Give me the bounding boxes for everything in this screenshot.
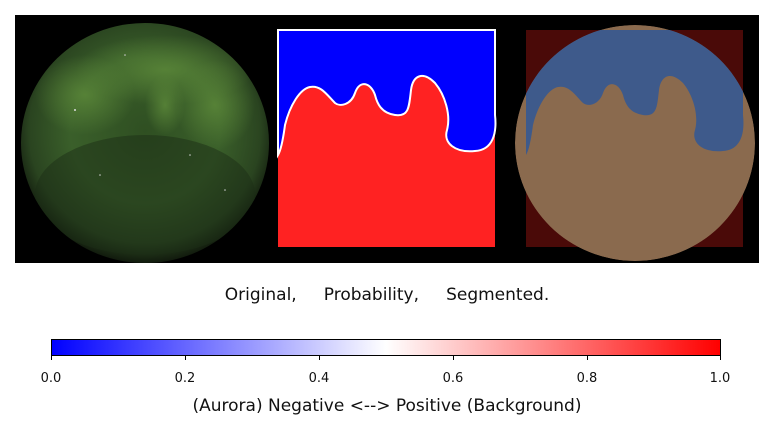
figure-caption: Original, Probability, Segmented. xyxy=(0,285,774,305)
tick-mark xyxy=(720,356,721,360)
colorbar xyxy=(51,339,721,356)
tick-mark xyxy=(587,356,588,360)
probability-panel xyxy=(277,29,497,247)
tick-mark xyxy=(319,356,320,360)
caption-probability: Probability, xyxy=(323,285,420,305)
tick-label: 1.0 xyxy=(709,371,731,386)
image-strip-svg xyxy=(21,23,755,263)
colorbar-label: (Aurora) Negative <--> Positive (Backgro… xyxy=(192,396,582,416)
segmented-panel xyxy=(515,25,755,261)
caption-segmented: Segmented. xyxy=(446,285,550,305)
aurora-region xyxy=(277,29,497,159)
tick-mark xyxy=(185,356,186,360)
tick-label: 0.6 xyxy=(442,371,464,386)
image-strip xyxy=(15,15,759,263)
original-panel xyxy=(21,23,269,263)
tick-mark xyxy=(453,356,454,360)
tick-mark xyxy=(51,356,52,360)
colorbar-ticks: 0.0 0.2 0.4 0.6 0.8 1.0 xyxy=(41,356,730,386)
caption-original: Original, xyxy=(224,285,297,305)
tick-label: 0.4 xyxy=(308,371,330,386)
tick-label: 0.2 xyxy=(174,371,196,386)
tick-label: 0.0 xyxy=(40,371,62,386)
tick-label: 0.8 xyxy=(576,371,598,386)
